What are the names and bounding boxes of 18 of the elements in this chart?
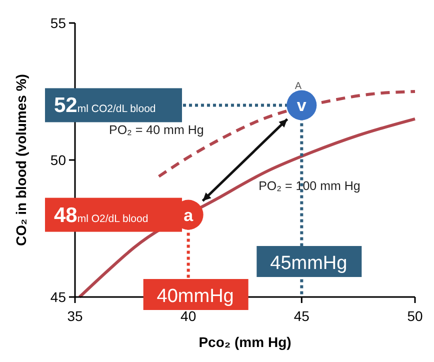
x-axis-title: Pco₂ (mm Hg): [198, 334, 292, 350]
x-tick-label: 45: [294, 308, 310, 324]
annotation: 45mmHg: [270, 253, 348, 274]
x-tick-label: 35: [67, 308, 83, 324]
annotation: 48ml O2/dL blood: [54, 204, 148, 227]
y-tick-label: 45: [50, 289, 66, 305]
annotation: A: [294, 80, 302, 92]
x-tick-label: 50: [407, 308, 423, 324]
x-tick-label: 40: [180, 308, 196, 324]
series-label: PO₂ = 100 mm Hg: [258, 179, 360, 194]
y-axis-title: CO₂ in blood (volumes %): [13, 74, 29, 246]
annotation: 40mmHg: [156, 286, 234, 307]
series-label: a: [184, 206, 194, 225]
series-label: PO₂ = 40 mm Hg: [109, 122, 204, 137]
y-tick-label: 55: [50, 15, 66, 31]
series-label: v: [296, 96, 307, 116]
annotation: 52ml CO2/dL blood: [54, 94, 156, 118]
y-tick-label: 50: [50, 152, 66, 168]
